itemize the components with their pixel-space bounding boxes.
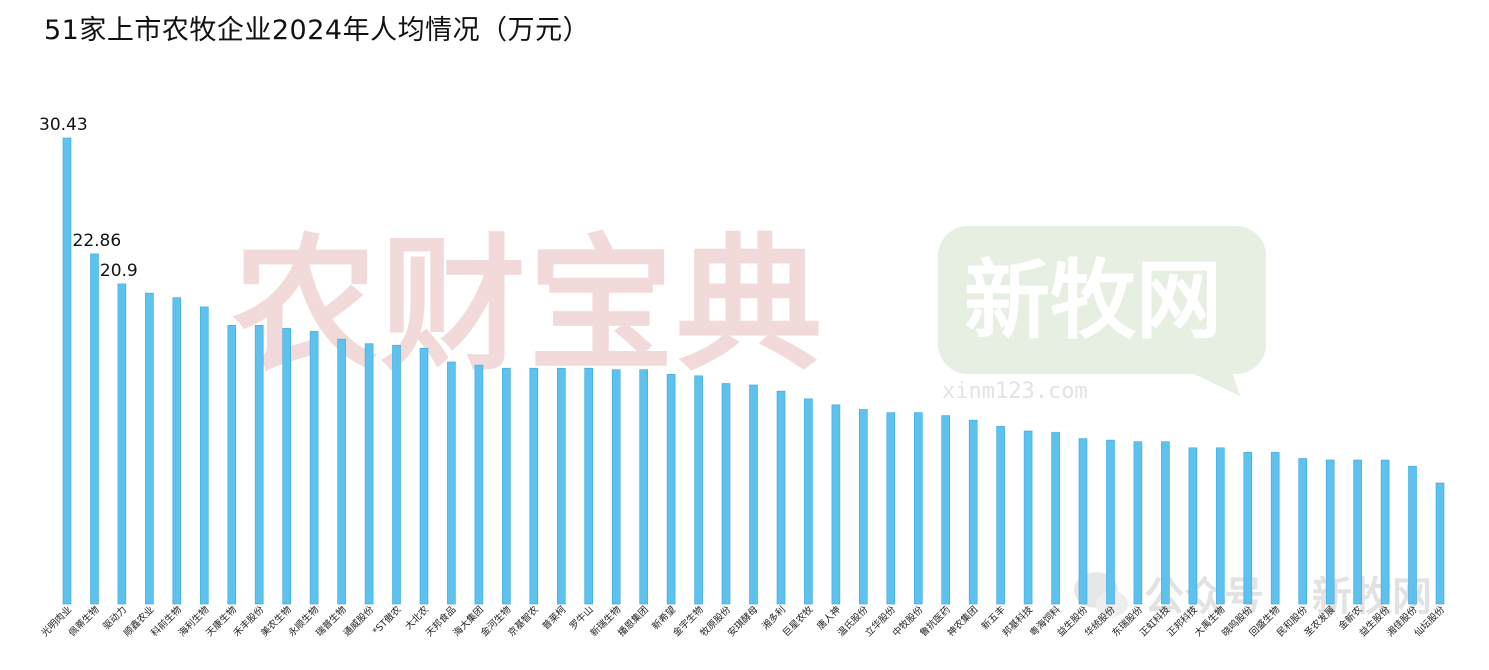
data-label-1: 22.86 bbox=[73, 231, 122, 251]
chart-title: 51家上市农牧企业2024年人均情况（万元） bbox=[44, 15, 591, 46]
x-tick-label-11: 通威股份 bbox=[341, 603, 377, 639]
data-label-0: 30.43 bbox=[39, 115, 88, 135]
bar-25 bbox=[749, 384, 758, 605]
bar-19 bbox=[584, 367, 594, 605]
bar-48 bbox=[1380, 459, 1390, 605]
bar-13 bbox=[419, 347, 429, 605]
bar-30 bbox=[886, 412, 896, 605]
watermark-layer: 农财宝典 新牧网 xinm123.com 公众号 新牧网 bbox=[232, 221, 1432, 620]
bar-21 bbox=[639, 369, 649, 605]
bar-39 bbox=[1133, 441, 1143, 605]
bar-7 bbox=[254, 324, 264, 605]
x-tick-label-18: 普莱柯 bbox=[540, 603, 569, 632]
bars-group bbox=[62, 137, 1445, 605]
data-label-2: 20.9 bbox=[100, 261, 138, 281]
data-labels-group: 30.43 22.86 20.9 bbox=[39, 115, 138, 281]
bar-37 bbox=[1078, 438, 1088, 605]
watermark-badge-bg bbox=[938, 226, 1266, 374]
bar-20 bbox=[611, 369, 621, 605]
x-tick-label-1: 佩蒂生物 bbox=[66, 603, 102, 639]
bar-1 bbox=[90, 253, 99, 605]
bar-42 bbox=[1216, 447, 1225, 605]
bar-41 bbox=[1188, 447, 1198, 605]
bar-29 bbox=[858, 409, 868, 605]
bar-49 bbox=[1408, 465, 1417, 605]
bar-38 bbox=[1106, 439, 1115, 605]
watermark-main: 农财宝典 bbox=[232, 221, 824, 391]
bar-24 bbox=[721, 383, 731, 605]
bar-45 bbox=[1298, 458, 1307, 605]
bar-12 bbox=[392, 344, 401, 605]
bar-35 bbox=[1023, 430, 1033, 605]
bar-23 bbox=[694, 375, 703, 605]
bar-15 bbox=[474, 364, 484, 605]
bar-11 bbox=[364, 343, 374, 605]
bar-2 bbox=[117, 283, 127, 605]
bar-46 bbox=[1325, 459, 1335, 605]
bar-8 bbox=[282, 328, 292, 605]
x-tick-label-25: 安琪酵母 bbox=[725, 604, 760, 639]
bar-44 bbox=[1270, 452, 1280, 605]
bar-14 bbox=[447, 361, 456, 605]
x-tick-label-27: 巨星农牧 bbox=[780, 603, 816, 639]
bar-10 bbox=[337, 338, 346, 605]
bar-50 bbox=[1435, 482, 1445, 605]
bar-32 bbox=[941, 415, 951, 605]
bar-34 bbox=[996, 426, 1005, 605]
x-tick-label-12: *ST傲农 bbox=[370, 603, 404, 637]
bar-28 bbox=[831, 404, 841, 605]
watermark-badge-tail bbox=[1190, 372, 1240, 396]
bar-9 bbox=[309, 331, 319, 605]
bar-3 bbox=[145, 292, 154, 605]
bar-18 bbox=[556, 367, 566, 605]
bar-31 bbox=[913, 412, 923, 605]
bar-43 bbox=[1243, 452, 1253, 605]
bar-22 bbox=[666, 373, 676, 605]
bar-17 bbox=[529, 367, 539, 605]
bar-5 bbox=[200, 306, 209, 605]
bar-6 bbox=[227, 324, 237, 605]
x-tick-label-17: 京基智农 bbox=[506, 603, 542, 639]
x-tick-label-33: 神农集团 bbox=[945, 604, 980, 639]
bar-27 bbox=[804, 398, 813, 605]
bar-33 bbox=[968, 419, 978, 605]
bar-16 bbox=[502, 367, 511, 605]
bar-36 bbox=[1051, 432, 1060, 605]
bar-0 bbox=[62, 137, 72, 605]
bar-40 bbox=[1161, 441, 1170, 605]
bar-26 bbox=[776, 390, 786, 605]
watermark-badge-url: xinm123.com bbox=[942, 379, 1088, 404]
bar-4 bbox=[172, 297, 182, 605]
watermark-badge-text: 新牧网 bbox=[964, 251, 1222, 351]
bar-47 bbox=[1353, 459, 1362, 605]
x-tick-label-21: 播恩集团 bbox=[615, 604, 650, 639]
